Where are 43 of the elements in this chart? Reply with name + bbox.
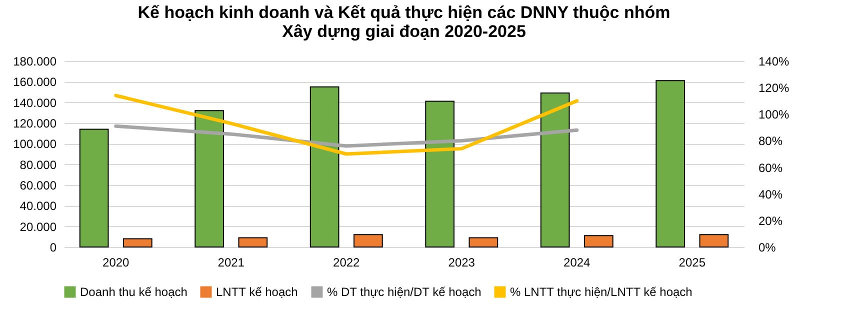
legend-label: % DT thực hiện/DT kế hoạch <box>327 285 482 299</box>
legend-label: LNTT kế hoạch <box>216 285 298 299</box>
y-tick-label: 20.000 <box>20 220 57 234</box>
legend-label: Doanh thu kế hoạch <box>80 285 188 299</box>
y2-tick-label: 0% <box>758 240 776 254</box>
y-tick-label: 120.000 <box>13 116 57 130</box>
x-tick-label: 2021 <box>218 256 245 270</box>
x-tick-label: 2020 <box>102 256 130 270</box>
y-tick-label: 180.000 <box>13 54 57 68</box>
y2-tick-label: 100% <box>758 108 790 122</box>
y2-tick-label: 20% <box>758 214 783 228</box>
line-series <box>114 124 579 148</box>
chart-title: Kế hoạch kinh doanh và Kết quả thực hiện các DNNY thuộc nhóm Xây dựng giai đoạn 2020-2025 <box>138 3 670 41</box>
y2-tick-label: 80% <box>758 134 783 148</box>
bar <box>354 234 383 248</box>
bar <box>79 128 109 248</box>
x-tick-label: 2023 <box>448 256 476 270</box>
bar <box>540 92 570 248</box>
line-series <box>114 94 579 156</box>
bar <box>584 235 614 248</box>
y2-tick-label: 120% <box>758 81 790 96</box>
bar <box>122 238 152 248</box>
x-tick-label: 2025 <box>678 256 706 270</box>
y-tick-label: 40.000 <box>20 199 57 214</box>
y2-tick-label: 60% <box>758 160 783 175</box>
bar <box>425 100 454 248</box>
bar <box>310 86 340 248</box>
y-tick-label: 140.000 <box>13 96 57 110</box>
bar <box>699 234 729 248</box>
y-tick-label: 60.000 <box>20 178 57 192</box>
bar <box>194 110 224 248</box>
bar <box>468 237 498 248</box>
y-tick-label: 0 <box>50 240 57 254</box>
bar <box>238 237 268 248</box>
y-tick-label: 100.000 <box>13 137 57 152</box>
bar <box>656 80 686 248</box>
x-tick-label: 2024 <box>564 256 591 270</box>
y2-tick-label: 40% <box>758 187 783 202</box>
y-tick-label: 80.000 <box>20 158 57 172</box>
y-tick-label: 160.000 <box>13 75 57 90</box>
y2-tick-label: 140% <box>758 54 790 68</box>
x-tick-label: 2022 <box>333 256 360 270</box>
legend-label: % LNTT thực hiện/LNTT kế hoạch <box>510 285 692 299</box>
